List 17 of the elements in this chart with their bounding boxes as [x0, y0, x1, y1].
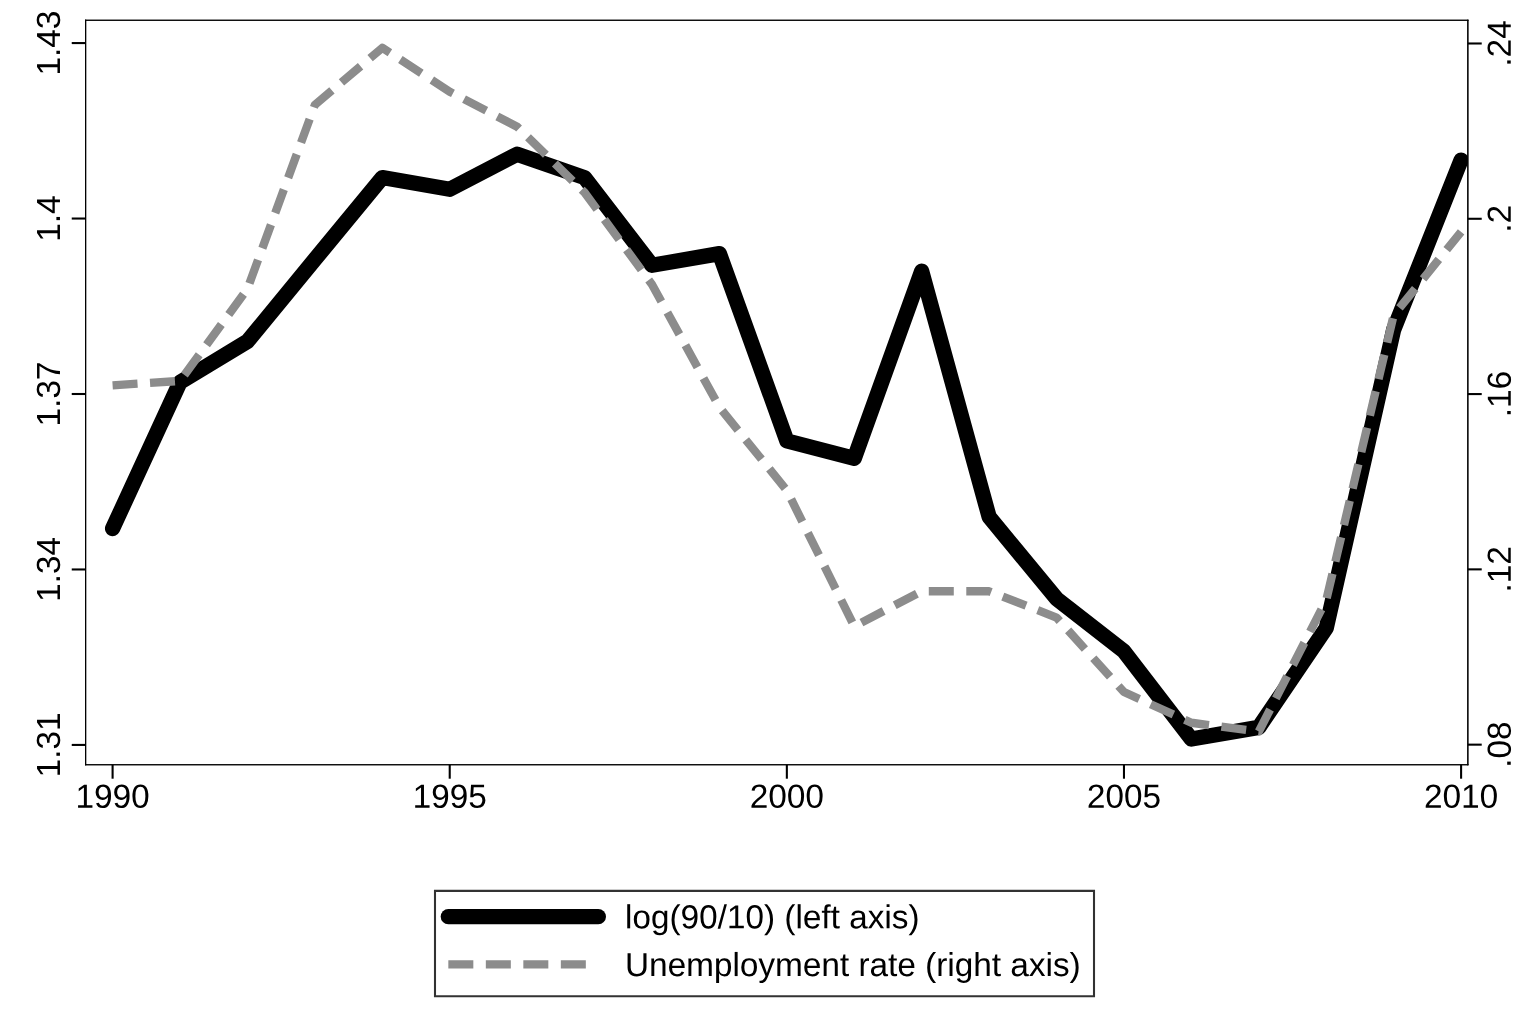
- x-tick-label: 2005: [1088, 784, 1160, 809]
- x-tick-label: 1995: [415, 784, 486, 809]
- legend-label: Unemployment rate (right axis): [627, 951, 1079, 983]
- y-tick-label: 1.4: [37, 196, 60, 240]
- x-tick-label: 2000: [751, 784, 823, 809]
- y-tick-label: 1.37: [36, 363, 61, 424]
- y-tick-label: 1.43: [36, 12, 61, 73]
- y-tick-label: 1.34: [36, 538, 61, 600]
- y2-tick-label: .16: [1487, 372, 1512, 415]
- x-tick-label: 2010: [1425, 784, 1497, 809]
- y2-tick-label: .24: [1487, 21, 1511, 64]
- legend-label: log(90/10) (left axis): [627, 904, 918, 936]
- y2-tick-label: .2: [1487, 206, 1511, 230]
- y-tick-label: 1.31: [36, 714, 61, 775]
- y2-tick-label: .08: [1487, 722, 1512, 765]
- y2-tick-label: .12: [1487, 547, 1511, 590]
- x-tick-label: 1990: [78, 784, 149, 809]
